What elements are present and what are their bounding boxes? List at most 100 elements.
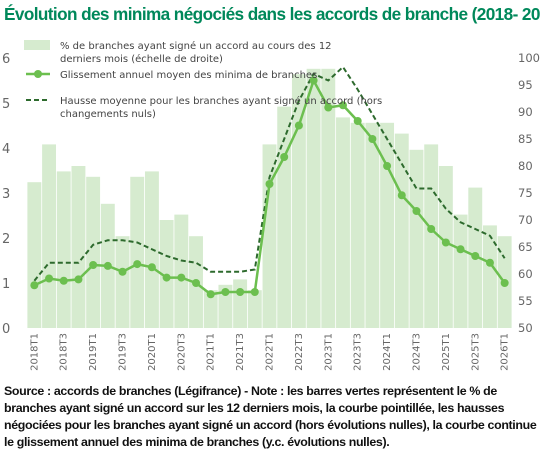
bar-2023T1 — [321, 68, 336, 329]
y-right-tick: 100 — [518, 51, 540, 65]
solid-point-2019T4 — [133, 260, 142, 269]
solid-point-2018T1 — [30, 281, 39, 290]
x-tick-2024T1: 2024T1 — [382, 333, 393, 371]
x-tick-2024T3: 2024T3 — [411, 333, 422, 371]
solid-point-2022T2 — [280, 153, 289, 161]
bar-2022T4 — [306, 68, 321, 329]
solid-point-2020T2 — [162, 273, 171, 282]
bar-2025T1 — [438, 166, 453, 328]
solid-point-2020T3 — [177, 273, 186, 282]
bar-2023T4 — [365, 122, 380, 328]
bar-2018T1 — [27, 182, 42, 328]
solid-point-2019T1 — [89, 261, 98, 269]
solid-point-2021T1 — [206, 290, 215, 299]
y-right-tick: 55 — [518, 294, 533, 308]
x-tick-2025T3: 2025T3 — [470, 333, 481, 371]
y-right-tick: 70 — [518, 213, 533, 227]
x-tick-2023T1: 2023T1 — [323, 333, 334, 371]
legend-label-bars-2: derniers mois (échelle de droite) — [60, 53, 223, 65]
y-left-tick: 0 — [2, 322, 10, 337]
solid-point-2023T1 — [324, 103, 333, 112]
x-tick-2026T1: 2026T1 — [500, 333, 511, 371]
bar-2025T2 — [453, 214, 468, 328]
source-note: Source : accords de branches (Légifrance… — [4, 384, 537, 449]
x-tick-2021T1: 2021T1 — [206, 333, 217, 371]
solid-point-2021T4 — [250, 288, 259, 296]
minima-chart: % de branches ayant signé un accord au c… — [2, 40, 540, 371]
bar-2020T3 — [174, 214, 189, 328]
y-right-tick: 95 — [518, 78, 533, 92]
x-tick-2020T3: 2020T3 — [176, 333, 187, 371]
legend-label-dashed-2: changements nuls) — [60, 109, 156, 120]
chart-title: Évolution des minima négociés dans les a… — [4, 4, 540, 24]
bar-2024T1 — [380, 122, 395, 328]
x-tick-2022T3: 2022T3 — [294, 333, 305, 371]
solid-point-2022T3 — [294, 121, 303, 130]
solid-point-2025T1 — [441, 238, 450, 247]
solid-point-2025T4 — [485, 258, 494, 267]
x-tick-2020T1: 2020T1 — [147, 333, 158, 371]
solid-point-2025T3 — [471, 252, 480, 260]
x-tick-2023T3: 2023T3 — [353, 333, 364, 371]
solid-point-2022T4 — [309, 76, 318, 85]
y-right-tick: 60 — [518, 267, 533, 281]
x-tick-2018T3: 2018T3 — [59, 333, 70, 371]
y-right-tick: 50 — [518, 321, 533, 335]
solid-point-2026T1 — [500, 279, 509, 287]
bar-2019T3 — [115, 236, 130, 328]
y-left-tick: 1 — [2, 277, 10, 292]
y-left-tick: 5 — [2, 97, 10, 112]
solid-point-2020T1 — [147, 263, 156, 272]
bar-2018T3 — [56, 171, 71, 328]
solid-point-2021T2 — [221, 288, 230, 296]
bar-2019T4 — [130, 176, 145, 328]
bar-2021T1 — [203, 290, 218, 328]
bar-2024T2 — [394, 133, 409, 328]
solid-point-2024T2 — [397, 191, 406, 200]
solid-point-2022T1 — [265, 180, 274, 188]
x-tick-2018T1: 2018T1 — [29, 333, 40, 371]
bar-2022T1 — [262, 144, 277, 328]
y-left-tick: 4 — [2, 142, 10, 157]
solid-point-2024T4 — [427, 225, 436, 233]
y-right-tick: 90 — [518, 105, 533, 119]
solid-point-2018T2 — [45, 274, 54, 283]
legend-label-dashed-1: Hausse moyenne pour les branches ayant s… — [60, 95, 382, 107]
solid-point-2025T2 — [456, 245, 465, 254]
solid-point-2019T2 — [103, 261, 112, 270]
bar-2023T3 — [350, 122, 365, 328]
y-right-tick: 80 — [518, 159, 533, 173]
x-tick-2019T3: 2019T3 — [118, 333, 129, 371]
bar-2024T3 — [409, 149, 424, 328]
y-axis-right: 50 55 60 65 70 75 80 85 90 95 100 — [518, 51, 540, 335]
y-left-tick: 2 — [2, 232, 10, 247]
bar-2021T4 — [247, 290, 262, 328]
x-tick-2022T1: 2022T1 — [265, 333, 276, 371]
legend-marker-solid — [34, 70, 42, 78]
x-tick-2025T1: 2025T1 — [441, 333, 452, 371]
bar-2019T1 — [86, 176, 101, 328]
bar-2022T3 — [291, 74, 306, 328]
solid-point-2023T3 — [353, 117, 362, 125]
y-right-tick: 85 — [518, 132, 533, 146]
bar-2023T2 — [336, 117, 350, 329]
solid-point-2023T4 — [368, 135, 377, 143]
y-right-tick: 65 — [518, 240, 533, 254]
solid-point-2021T3 — [236, 288, 245, 296]
solid-point-2023T2 — [338, 101, 347, 110]
solid-point-2018T4 — [74, 275, 83, 284]
solid-point-2019T3 — [118, 267, 127, 276]
y-axis-left: 0 1 2 3 4 5 6 — [2, 52, 10, 337]
bar-2021T3 — [233, 279, 248, 328]
legend-swatch-bars — [24, 40, 50, 50]
x-tick-2019T1: 2019T1 — [88, 333, 99, 371]
solid-point-2024T3 — [412, 207, 421, 215]
bar-2021T2 — [218, 284, 233, 328]
solid-point-2020T4 — [192, 279, 201, 287]
legend: % de branches ayant signé un accord au c… — [24, 40, 382, 120]
solid-point-2018T3 — [59, 276, 68, 285]
y-right-tick: 75 — [518, 186, 533, 200]
y-left-tick: 3 — [2, 187, 10, 202]
bar-2018T4 — [71, 166, 86, 328]
legend-label-solid: Glissement annuel moyen des minima de br… — [60, 70, 317, 81]
